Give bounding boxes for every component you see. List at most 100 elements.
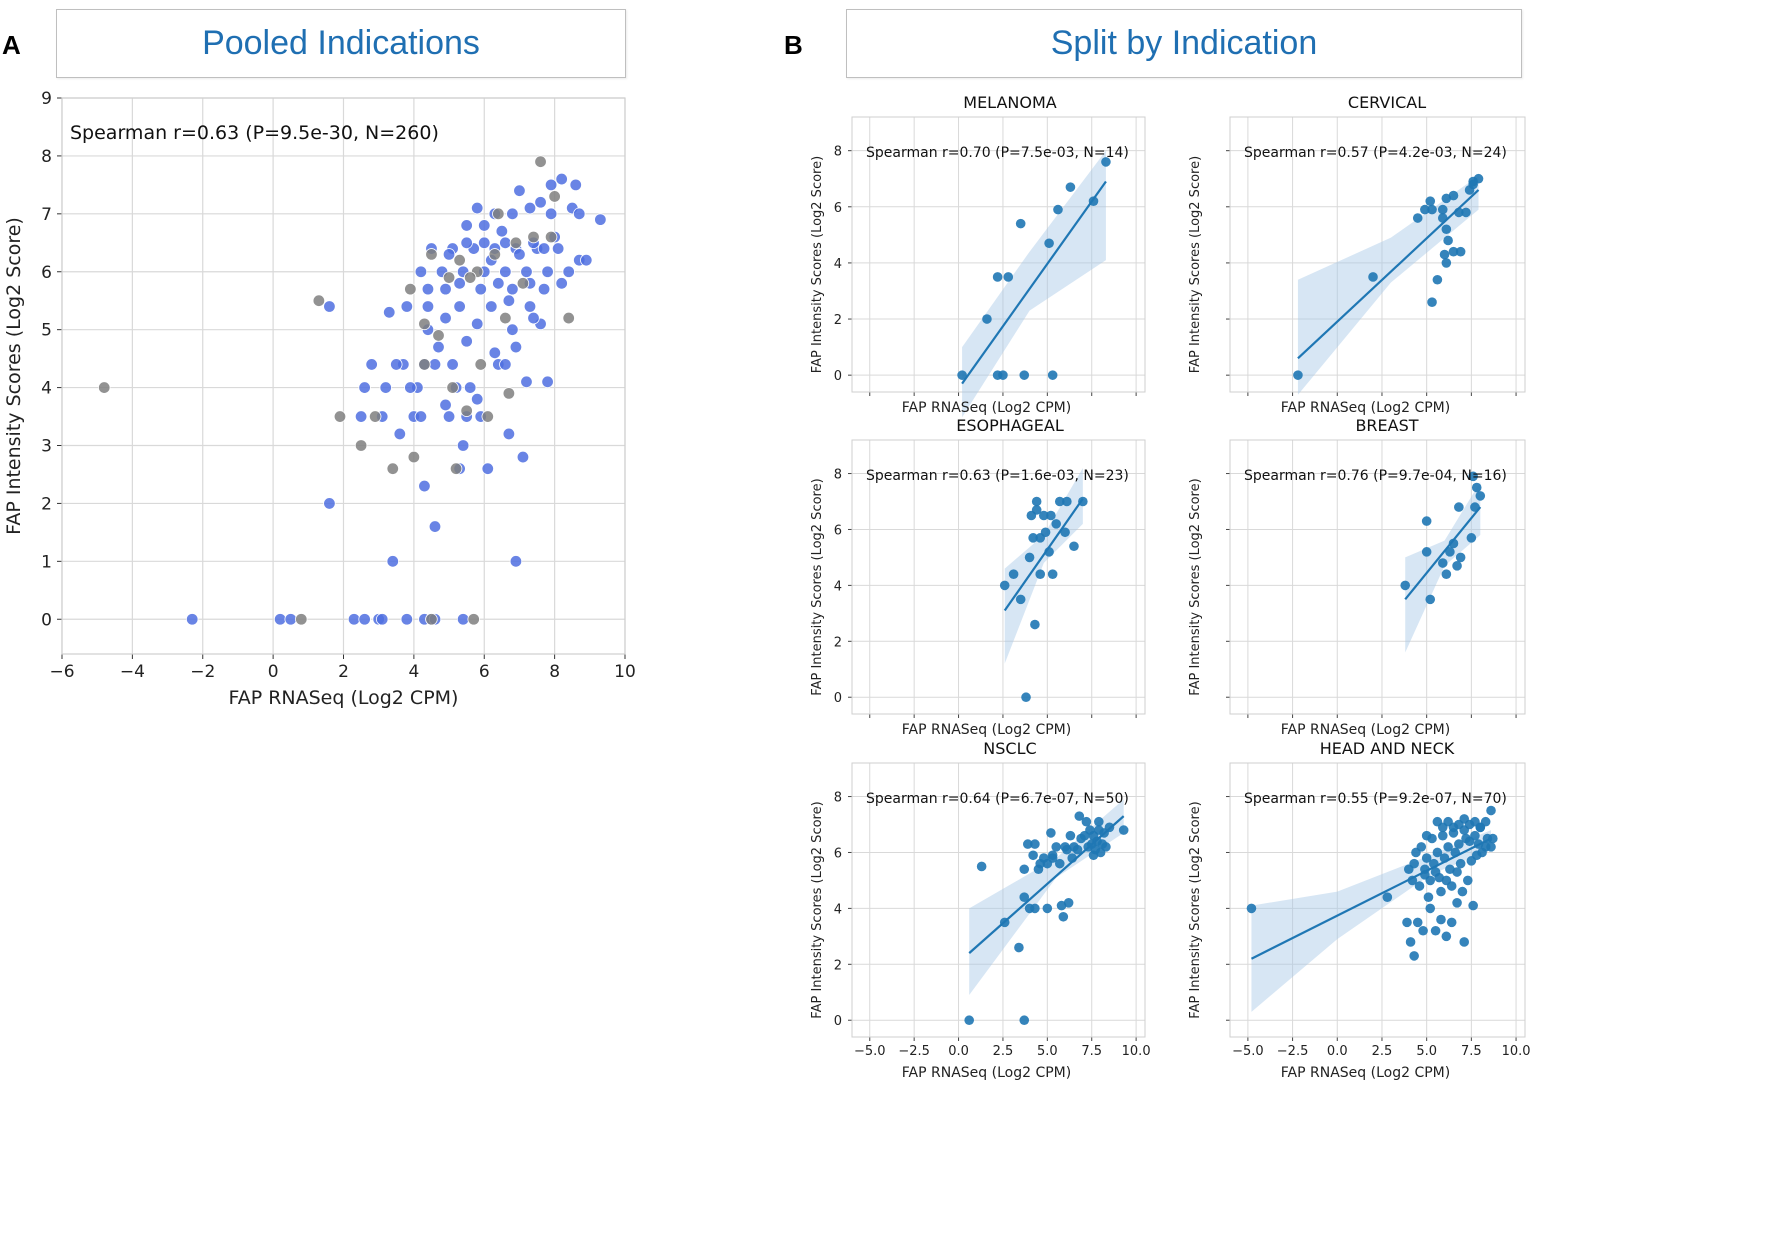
- cervical-point: [1368, 272, 1378, 282]
- melanoma-point: [982, 314, 992, 324]
- pooled-point-blue: [421, 300, 435, 313]
- esophageal-point: [1031, 496, 1042, 507]
- pooled-point-blue: [520, 375, 533, 388]
- nsclc-annotation: Spearman r=0.64 (P=6.7e-07, N=50): [866, 791, 1129, 807]
- pooled-point-blue: [471, 392, 484, 406]
- pooled-point-blue: [383, 306, 396, 319]
- breast-annotation: Spearman r=0.76 (P=9.7e-04, N=16): [1244, 468, 1507, 484]
- nsclc-point: [1028, 850, 1038, 861]
- pooled-point-blue: [471, 201, 484, 215]
- pooled-x-tick-label: 0: [268, 662, 279, 682]
- breast-plot-frame: [1229, 439, 1526, 715]
- head-and-neck-point: [1436, 914, 1446, 925]
- melanoma-y-tick-label: 2: [834, 313, 842, 328]
- pooled-point-blue: [569, 178, 582, 192]
- head-and-neck-point: [1446, 881, 1457, 891]
- breast-x-axis-label: FAP RNASeq (Log2 CPM): [1281, 722, 1450, 738]
- pooled-point-gray: [386, 462, 399, 475]
- pooled-point-blue: [347, 613, 361, 626]
- melanoma-y-tick-label: 8: [834, 145, 842, 160]
- melanoma-point: [1053, 204, 1063, 215]
- pooled-point-blue: [516, 450, 530, 464]
- head-and-neck-point: [1434, 872, 1444, 883]
- head-and-neck-point: [1409, 951, 1419, 961]
- breast-point: [1471, 482, 1482, 493]
- pooled-point-blue: [428, 520, 442, 533]
- breast-point: [1455, 552, 1466, 563]
- nsclc-x-tick-label: 2.5: [993, 1044, 1014, 1059]
- pooled-point-blue: [580, 253, 593, 267]
- head-and-neck-point: [1461, 833, 1471, 844]
- pooled-point-gray: [488, 248, 502, 261]
- pooled-point-blue: [488, 346, 502, 360]
- esophageal-y-tick-label: 6: [834, 523, 842, 538]
- pooled-y-tick-label: 5: [41, 321, 52, 341]
- breast-title: BREAST: [1355, 416, 1418, 435]
- pooled-point-gray: [502, 387, 516, 400]
- pooled-point-gray: [425, 613, 438, 626]
- esophageal-point: [1054, 496, 1065, 507]
- breast-point: [1425, 594, 1436, 605]
- melanoma-plot-frame: [851, 116, 1146, 393]
- pooled-point-blue: [376, 613, 389, 626]
- esophageal-point: [1062, 496, 1072, 507]
- pooled-point-blue: [478, 219, 491, 232]
- pooled-point-blue: [439, 282, 452, 296]
- pooled-point-blue: [544, 178, 558, 192]
- head-and-neck-point: [1414, 881, 1425, 891]
- nsclc-point: [1101, 842, 1111, 852]
- pooled-point-blue: [365, 358, 378, 371]
- cervical-point: [1293, 370, 1303, 380]
- pooled-point-gray: [312, 294, 326, 307]
- head-and-neck-point: [1486, 842, 1496, 852]
- melanoma-y-tick-label: 4: [834, 257, 842, 272]
- pooled-point-blue: [400, 300, 414, 313]
- pooled-point-blue: [273, 613, 287, 626]
- pooled-x-tick-label: 6: [479, 662, 490, 682]
- cervical-point: [1454, 207, 1464, 218]
- pooled-point-gray: [463, 271, 477, 284]
- pooled-point-blue: [446, 358, 459, 371]
- cervical-point: [1427, 204, 1437, 215]
- pooled-point-blue: [323, 497, 336, 510]
- head-and-neck-point: [1425, 903, 1436, 914]
- melanoma-point: [1019, 370, 1030, 380]
- esophageal-point: [1028, 533, 1038, 543]
- head-and-neck-point: [1416, 842, 1427, 852]
- head-and-neck-regression-line: [1250, 837, 1492, 960]
- cervical-point: [1439, 249, 1450, 260]
- nsclc-point: [1072, 844, 1083, 855]
- pooled-point-blue: [509, 340, 523, 354]
- pooled-point-gray: [509, 236, 523, 249]
- pooled-y-tick-label: 2: [41, 494, 52, 514]
- nsclc-point: [1030, 839, 1040, 849]
- breast-regression-line: [1404, 506, 1482, 601]
- nsclc-x-tick-label: 7.5: [1081, 1044, 1102, 1059]
- pooled-point-blue: [551, 242, 565, 255]
- pooled-point-gray: [527, 230, 540, 244]
- head-and-neck-point: [1382, 892, 1393, 903]
- panel-letter-b: B: [784, 30, 803, 60]
- pooled-point-blue: [523, 201, 537, 215]
- head-and-neck-point: [1437, 830, 1448, 841]
- pooled-point-blue: [478, 236, 491, 249]
- nsclc-point: [1051, 842, 1062, 852]
- esophageal-y-tick-label: 4: [834, 579, 842, 594]
- pooled-point-blue: [428, 358, 442, 371]
- pooled-point-blue: [502, 294, 516, 307]
- pooled-point-blue: [414, 410, 428, 423]
- pooled-x-axis-label: FAP RNASeq (Log2 CPM): [229, 687, 459, 709]
- nsclc-point: [1094, 816, 1104, 827]
- pooled-point-blue: [594, 213, 607, 226]
- pooled-y-tick-label: 0: [41, 610, 52, 630]
- pooled-point-blue: [499, 236, 512, 249]
- pooled-point-gray: [562, 311, 575, 325]
- pooled-point-gray: [418, 317, 431, 331]
- pooled-point-gray: [98, 381, 111, 394]
- pooled-point-blue: [185, 613, 199, 626]
- head-and-neck-point: [1471, 850, 1482, 861]
- head-and-neck-annotation: Spearman r=0.55 (P=9.2e-07, N=70): [1244, 791, 1507, 807]
- pooled-x-tick-label: 4: [408, 662, 419, 682]
- melanoma-point: [957, 370, 967, 380]
- cervical-point: [1448, 190, 1459, 201]
